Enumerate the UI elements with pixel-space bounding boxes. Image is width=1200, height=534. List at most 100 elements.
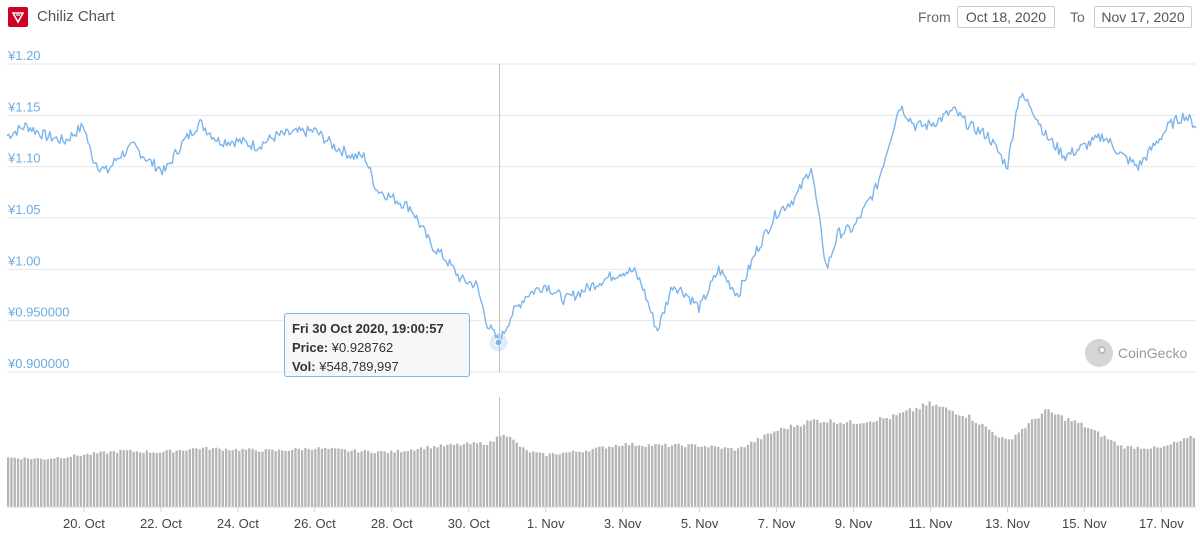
volume-bar [604, 448, 608, 507]
volume-bar [92, 452, 96, 507]
volume-bar [845, 422, 849, 507]
volume-bar [310, 450, 314, 507]
volume-bar [436, 447, 439, 507]
volume-bar [865, 422, 869, 507]
from-date-input[interactable] [957, 6, 1055, 28]
tooltip-vol-value: ¥548,789,997 [319, 359, 399, 374]
volume-bar [499, 436, 502, 507]
volume-bar [231, 450, 234, 507]
volume-bar [1017, 432, 1020, 507]
volume-bar [466, 442, 469, 507]
coingecko-icon [1085, 339, 1113, 367]
volume-bar [215, 447, 218, 507]
volume-bar [1037, 418, 1040, 507]
volume-bar [178, 449, 182, 507]
volume-bar [1070, 421, 1073, 507]
volume-bar [839, 422, 842, 507]
volume-bar [234, 448, 238, 507]
volume-bar [373, 453, 376, 507]
volume-bar [459, 445, 462, 507]
volume-bar [449, 443, 452, 507]
volume-bar [809, 420, 812, 507]
volume-bar [859, 423, 862, 507]
volume-bar [991, 431, 994, 507]
volume-bar [426, 445, 429, 507]
volume-bar [555, 454, 558, 507]
x-tick-label: 17. Nov [1139, 516, 1184, 531]
volume-bar [618, 446, 621, 507]
volume-bar [139, 452, 142, 507]
volume-bar [357, 452, 360, 507]
volume-bar [921, 403, 925, 507]
volume-bar [7, 457, 10, 507]
volume-bar [1100, 436, 1103, 507]
volume-bar [462, 444, 466, 507]
volume-bar [241, 448, 244, 507]
volume-bar [882, 418, 885, 507]
hover-point[interactable] [494, 338, 503, 347]
y-axis-labels: ¥1.20 ¥1.15 ¥1.10 ¥1.05 ¥1.00 ¥0.950000 ¥0.900… [7, 48, 69, 371]
volume-bar [1063, 420, 1067, 507]
volume-bar [158, 452, 162, 507]
volume-bar [1123, 448, 1126, 507]
volume-bar [581, 452, 584, 507]
volume-bar [518, 446, 522, 507]
volume-bar [776, 430, 779, 507]
volume-bar [1136, 446, 1139, 507]
volume-bar [561, 452, 565, 507]
volume-bar [532, 451, 535, 507]
volume-bar [743, 447, 746, 507]
volume-bar [132, 451, 135, 507]
volume-bar [456, 443, 459, 507]
volume-bar [165, 450, 168, 507]
volume-bar [472, 442, 475, 507]
volume-bar [898, 412, 902, 507]
chart-title: Chiliz Chart [37, 8, 115, 25]
volume-bar [948, 410, 951, 507]
volume-bar [122, 450, 125, 507]
volume-bar [264, 449, 267, 507]
volume-bar [386, 453, 390, 507]
volume-bar [849, 420, 852, 507]
volume-bar [938, 406, 941, 507]
volume-bar [400, 452, 403, 507]
volume-bar [680, 445, 684, 507]
volume-bar [406, 451, 409, 507]
volume-bar [69, 456, 73, 507]
volume-bar [396, 449, 400, 507]
volume-bar [1093, 430, 1096, 507]
volume-bar [185, 450, 188, 507]
volume-bar [340, 449, 343, 507]
volume-bar [413, 450, 416, 507]
volume-bar [720, 448, 723, 507]
volume-bar [730, 448, 733, 507]
x-tick-label: 9. Nov [835, 516, 873, 531]
volume-bar [46, 459, 49, 507]
x-tick-label: 7. Nov [758, 516, 796, 531]
volume-bar [1057, 414, 1060, 507]
volume-bar [627, 445, 631, 507]
volume-bar [390, 450, 393, 507]
volume-bar [439, 444, 442, 507]
volume-bar [63, 458, 66, 507]
volume-bar [1129, 446, 1133, 507]
to-date-input[interactable] [1094, 6, 1192, 28]
volume-bar [1044, 409, 1047, 507]
volume-bar [300, 450, 304, 507]
volume-bar [786, 429, 789, 507]
volume-bar [502, 434, 505, 507]
volume-bar [631, 442, 634, 507]
volume-bar [86, 453, 89, 507]
volume-bar [964, 417, 968, 507]
volume-bar [1106, 439, 1110, 507]
volume-bar [654, 444, 657, 507]
volume-bar [13, 457, 16, 507]
volume-bar [773, 431, 776, 507]
volume-bar [670, 445, 674, 507]
volume-bar [1047, 409, 1050, 507]
volume-bar [271, 449, 274, 507]
volume-bar [73, 454, 76, 507]
volume-bar [191, 448, 195, 507]
coingecko-watermark[interactable]: CoinGecko [1085, 338, 1187, 368]
